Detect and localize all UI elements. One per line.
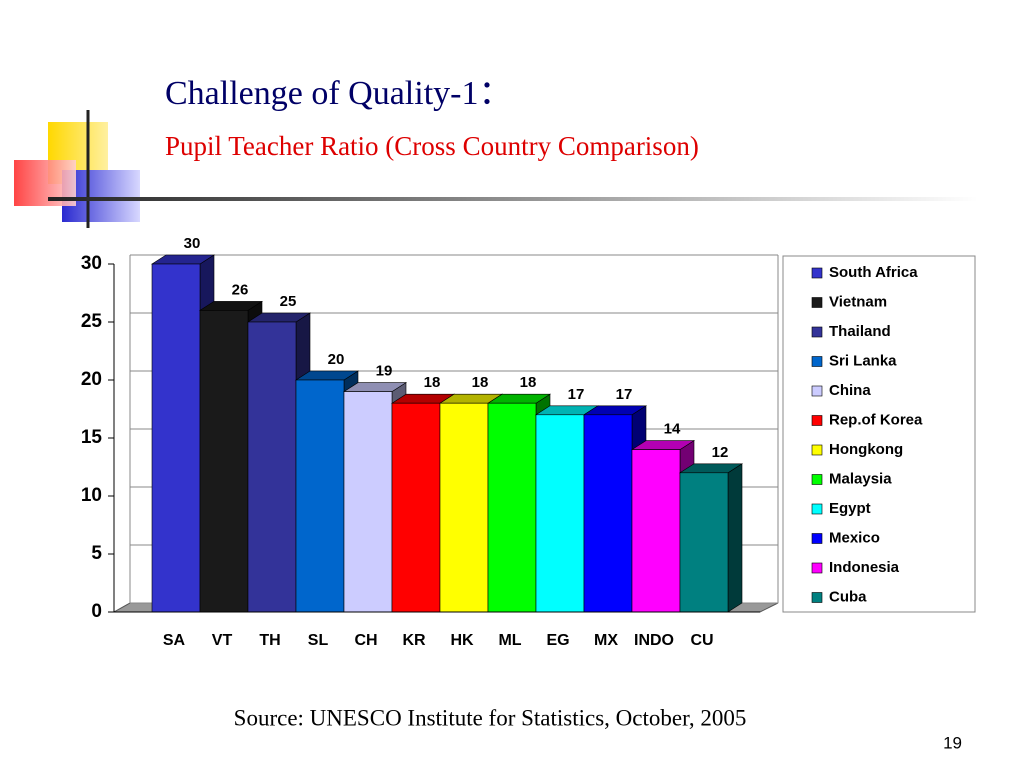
y-tick-label: 10 [81,485,102,506]
x-tick-label: CH [354,632,377,649]
y-tick-label: 0 [91,601,102,622]
legend-swatch [811,444,823,456]
decoration [14,110,978,228]
legend-swatch [811,326,823,338]
data-label: 30 [184,235,201,252]
legend-label: Rep.of Korea [829,411,923,428]
x-tick-label: SA [163,632,186,649]
x-tick-label: KR [402,632,426,649]
bar [583,414,633,613]
data-label: 18 [424,374,441,391]
legend-label: Indonesia [829,559,900,576]
legend-box [782,255,976,613]
data-label: 20 [328,351,345,368]
x-tick-label: INDO [634,632,674,649]
legend-label: Thailand [829,323,891,340]
data-label: 17 [568,386,585,403]
legend-label: Malaysia [829,470,892,487]
legend-swatch [811,474,823,485]
x-tick-label: TH [259,632,280,649]
legend-swatch [811,562,823,574]
y-tick-label: 30 [81,253,102,274]
legend-label: Vietnam [829,293,887,310]
x-tick-label: SL [308,632,329,649]
x-tick-label: ML [498,632,521,649]
y-tick-label: 20 [81,369,102,390]
data-label: 14 [664,421,681,438]
x-tick-label: MX [594,632,618,649]
legend-label: Hongkong [829,441,903,458]
x-tick-label: HK [450,632,474,649]
y-tick-label: 15 [81,427,103,448]
bar-side [727,463,743,613]
data-label: 18 [472,374,489,391]
y-tick-label: 5 [91,543,102,564]
legend-swatch [811,267,823,279]
legend-label: China [829,382,871,399]
bar [391,402,441,613]
legend-swatch [811,356,823,367]
legend-swatch [811,297,823,308]
bar [487,402,537,613]
data-label: 19 [376,363,393,380]
bar [535,414,585,613]
data-label: 18 [520,374,537,391]
bar [679,472,729,613]
x-tick-label: VT [212,632,233,649]
bar [151,263,201,613]
x-tick-label: EG [546,632,569,649]
legend-label: Egypt [829,500,871,517]
legend-swatch [811,503,823,515]
legend-label: Cuba [829,588,867,605]
legend-label: Mexico [829,529,880,546]
data-label: 17 [616,386,633,403]
bar [295,379,345,613]
page-number: 19 [943,733,962,752]
legend-swatch [811,592,823,603]
legend-label: Sri Lanka [829,352,897,369]
source: Source: UNESCO Institute for Statistics,… [234,705,747,730]
legend-label: South Africa [829,264,918,281]
legend-swatch [811,533,823,544]
bar [631,449,681,613]
data-label: 26 [232,281,249,298]
legend-swatch [811,385,823,397]
title: Challenge of Quality-1： [165,75,512,112]
data-label: 12 [712,444,729,461]
bar [199,310,249,613]
y-tick-label: 25 [81,311,103,332]
subtitle: Pupil Teacher Ratio (Cross Country Compa… [165,131,699,161]
bar [247,321,297,613]
bar [343,391,393,613]
legend-swatch [811,415,823,426]
data-label: 25 [280,293,297,310]
x-tick-label: CU [690,632,713,649]
bar [439,402,489,613]
